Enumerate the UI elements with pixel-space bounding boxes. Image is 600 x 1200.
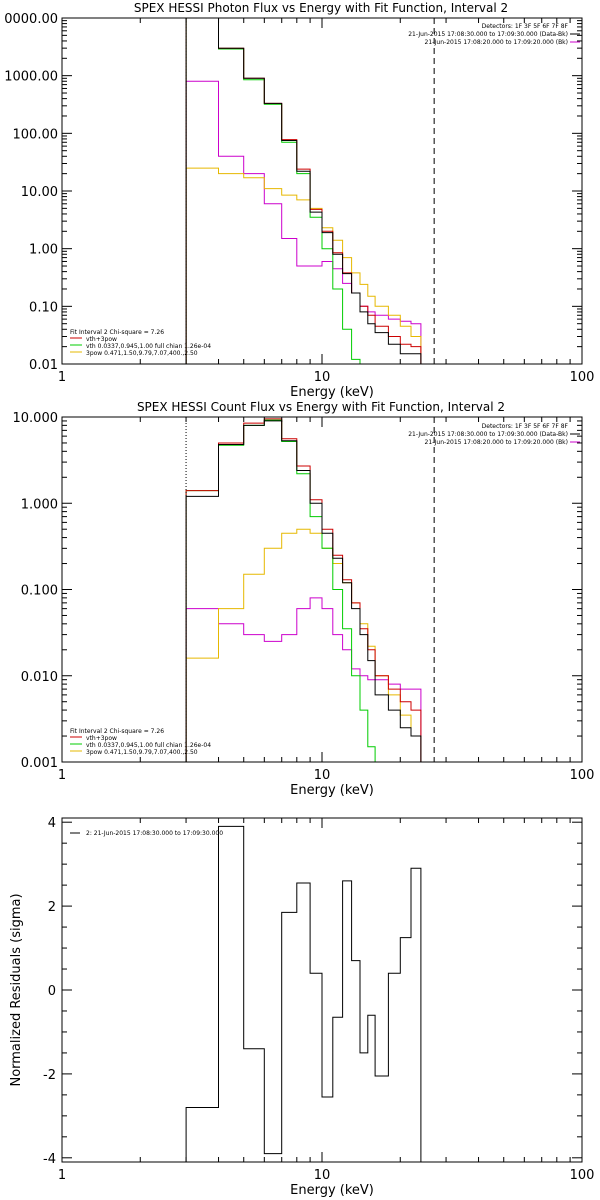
x-axis-label: Energy (keV) — [290, 783, 374, 798]
photon-flux-panel: SPEX HESSI Photon Flux vs Energy with Fi… — [4, 1, 594, 400]
series-vth-line — [185, 419, 376, 762]
info-detectors: Detectors: 1F 3F 5F 6F 7F 8F — [482, 23, 569, 30]
residuals-panel: 2: 21-Jun-2015 17:08:30.000 to 17:09:30.… — [9, 816, 594, 1198]
count-flux-title: SPEX HESSI Count Flux vs Energy with Fit… — [137, 400, 505, 414]
series-vth-3pow-line — [185, 418, 422, 762]
residuals-legend: 2: 21-Jun-2015 17:08:30.000 to 17:09:30.… — [70, 830, 223, 837]
legend-chi-square: Fit Interval 2 Chi-square = 7.26 — [70, 329, 164, 336]
legend-3pow: 3pow 0.471,1.50,9.79,7.07,400.,2.50 — [86, 350, 198, 357]
plot-frame — [61, 416, 583, 763]
y-tick-label: 4 — [48, 816, 56, 831]
y-tick-label: 0.100 — [21, 584, 58, 599]
series-data-bk-line — [185, 18, 422, 364]
count-flux-panel: SPEX HESSI Count Flux vs Energy with Fit… — [13, 400, 595, 798]
y-tick-label: 0000.00 — [4, 12, 58, 27]
legend-vth: vth 0.0337,0.945,1.00 full chian 1.26e-0… — [86, 742, 211, 749]
y-tick-label: 0 — [48, 984, 56, 999]
residuals-legend-label: 2: 21-Jun-2015 17:08:30.000 to 17:09:30.… — [86, 830, 223, 837]
legend-3pow: 3pow 0.471,1.50,9.79,7.07,400.,2.50 — [86, 749, 198, 756]
x-tick-label: 100 — [570, 1168, 595, 1183]
x-axis-label: Energy (keV) — [290, 385, 374, 400]
y-tick-label: -2 — [43, 1068, 56, 1083]
y-tick-label: 1000.00 — [4, 70, 58, 85]
count-flux-legend: Fit Interval 2 Chi-square = 7.26 vth+3po… — [70, 728, 211, 756]
y-tick-label: 1.00 — [29, 243, 58, 258]
count-flux-info: Detectors: 1F 3F 5F 6F 7F 8F 21-Jun-2015… — [408, 423, 568, 446]
series-bk-line — [185, 597, 422, 762]
series-2-21-jun-2015-17-08-30-000-to-17-09-30-000-line — [185, 825, 422, 1162]
x-tick-label: 1 — [58, 768, 66, 783]
y-tick-label: 0.001 — [21, 756, 58, 771]
y-tick-label: 1.000 — [21, 497, 58, 512]
legend-vth-3pow: vth+3pow — [86, 735, 117, 742]
y-tick-label: 10.000 — [13, 411, 59, 426]
y-tick-label: 2 — [48, 900, 56, 915]
x-axis-label: Energy (keV) — [290, 1183, 374, 1198]
y-tick-label: 100.00 — [13, 127, 59, 142]
x-tick-label: 10 — [314, 1168, 331, 1183]
info-data-interval: 21-Jun-2015 17:08:30.000 to 17:09:30.000… — [408, 31, 568, 38]
photon-flux-legend: Fit Interval 2 Chi-square = 7.26 vth+3po… — [70, 329, 211, 357]
info-data-interval: 21-Jun-2015 17:08:30.000 to 17:09:30.000… — [408, 431, 568, 438]
info-bk-interval: 21-Jun-2015 17:08:20.000 to 17:09:20.000… — [425, 439, 568, 446]
y-axis-label: Normalized Residuals (sigma) — [9, 893, 24, 1086]
y-tick-label: -4 — [43, 1152, 56, 1167]
legend-vth: vth 0.0337,0.945,1.00 full chian 1.26e-0… — [86, 343, 211, 350]
series-3pow-line — [185, 528, 422, 762]
x-tick-label: 100 — [570, 370, 595, 385]
x-tick-label: 1 — [58, 370, 66, 385]
series-vth-line — [185, 18, 361, 364]
series-group — [185, 825, 422, 1162]
x-tick-label: 100 — [570, 768, 595, 783]
y-tick-label: 0.01 — [29, 358, 58, 373]
info-detectors: Detectors: 1F 3F 5F 6F 7F 8F — [482, 423, 569, 430]
series-3pow-line — [185, 167, 422, 364]
x-tick-label: 10 — [314, 768, 331, 783]
series-data-bk-line — [185, 420, 422, 762]
y-tick-label: 10.00 — [21, 185, 58, 200]
series-group — [185, 418, 422, 762]
info-bk-interval: 21-Jun-2015 17:08:20.000 to 17:09:20.000… — [425, 39, 568, 46]
y-tick-label: 0.10 — [29, 300, 58, 315]
series-vth-3pow-line — [185, 18, 422, 364]
y-tick-label: 0.010 — [21, 670, 58, 685]
series-group — [185, 18, 422, 364]
plot-frame — [61, 17, 583, 365]
x-tick-label: 1 — [58, 1168, 66, 1183]
legend-vth-3pow: vth+3pow — [86, 336, 117, 343]
photon-flux-title: SPEX HESSI Photon Flux vs Energy with Fi… — [134, 1, 508, 15]
photon-flux-info: Detectors: 1F 3F 5F 6F 7F 8F 21-Jun-2015… — [408, 23, 568, 46]
legend-chi-square: Fit Interval 2 Chi-square = 7.26 — [70, 728, 164, 735]
x-tick-label: 10 — [314, 370, 331, 385]
